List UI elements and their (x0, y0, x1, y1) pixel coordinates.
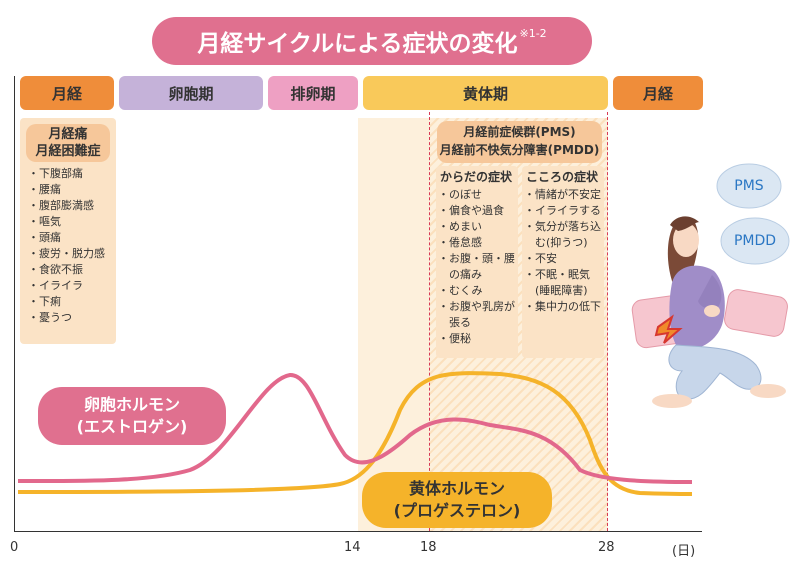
estrogen-curve (17, 372, 693, 484)
body-symptoms-column: からだの症状 のぼせ 偏食や過食 めまい 倦怠感 お腹・頭・腰の痛み むくみ お… (436, 166, 518, 358)
pmdd-cloud-shape (720, 217, 790, 265)
menstrual-title-2: 月経困難症 (35, 144, 101, 159)
list-item: のぼせ (438, 187, 518, 203)
mind-symptom-list: 情緒が不安定 イライラする 気分が落ち込む(抑うつ) 不安 不眠・眠気(睡眠障害… (522, 187, 604, 315)
title-note: ※1-2 (519, 26, 547, 40)
tick-0: 0 (10, 540, 19, 555)
body-symptom-list: のぼせ 偏食や過食 めまい 倦怠感 お腹・頭・腰の痛み むくみ お腹や乳房が張る… (436, 187, 518, 347)
list-item: 食欲不振 (28, 262, 116, 278)
list-item: めまい (438, 219, 518, 235)
list-item: イライラ (28, 278, 116, 294)
list-item: イライラする (524, 203, 604, 219)
list-item: 集中力の低下 (524, 299, 604, 315)
list-item: お腹や乳房が張る (438, 299, 518, 331)
tick-18: 18 (420, 540, 437, 555)
list-item: 偏食や過食 (438, 203, 518, 219)
menstrual-box-header: 月経痛 月経困難症 (26, 124, 110, 162)
progesterone-curve (17, 371, 693, 496)
list-item: 頭痛 (28, 230, 116, 246)
pms-cloud-shape (716, 163, 782, 209)
list-item: 嘔気 (28, 214, 116, 230)
mind-symptoms-column: こころの症状 情緒が不安定 イライラする 気分が落ち込む(抑うつ) 不安 不眠・… (522, 166, 604, 358)
estrogen-label-2: (エストロゲン) (76, 417, 188, 436)
list-item: 便秘 (438, 331, 518, 347)
phase-follicular: 卵胞期 (119, 76, 263, 110)
tick-28: 28 (598, 540, 615, 555)
list-item: 気分が落ち込む(抑うつ) (524, 219, 604, 251)
body-symptoms-title: からだの症状 (440, 170, 513, 184)
pms-cloud-label: PMS (734, 178, 764, 194)
y-axis (14, 76, 15, 531)
phase-luteal: 黄体期 (363, 76, 608, 110)
pmdd-cloud-label: PMDD (733, 233, 777, 249)
mind-symptoms-title: こころの症状 (526, 170, 599, 184)
progesterone-label: 黄体ホルモン (プロゲステロン) (362, 472, 552, 528)
phase-menses-end: 月経 (613, 76, 703, 110)
day18-dashed-line (429, 112, 430, 531)
day28-dashed-line (607, 112, 608, 531)
menstrual-symptom-list: 下腹部痛 腰痛 腹部膨満感 嘔気 頭痛 疲労・脱力感 食欲不振 イライラ 下痢 … (20, 166, 116, 326)
progesterone-label-2: (プロゲステロン) (393, 501, 521, 520)
pms-title-2: 月経前不快気分障害(PMDD) (439, 143, 600, 157)
list-item: 下痢 (28, 294, 116, 310)
title-text: 月経サイクルによる症状の変化 (197, 31, 518, 57)
menstrual-title-1: 月経痛 (48, 127, 88, 142)
list-item: 不眠・眠気(睡眠障害) (524, 267, 604, 299)
phase-menses-start: 月経 (20, 76, 114, 110)
estrogen-label: 卵胞ホルモン (エストロゲン) (38, 387, 226, 445)
list-item: 情緒が不安定 (524, 187, 604, 203)
pms-box-header: 月経前症候群(PMS) 月経前不快気分障害(PMDD) (437, 121, 602, 163)
pms-title-1: 月経前症候群(PMS) (463, 125, 576, 139)
list-item: 憂うつ (28, 310, 116, 326)
list-item: 腹部膨満感 (28, 198, 116, 214)
x-axis (14, 531, 702, 532)
list-item: 疲労・脱力感 (28, 246, 116, 262)
menstrual-symptoms-box: 月経痛 月経困難症 下腹部痛 腰痛 腹部膨満感 嘔気 頭痛 疲労・脱力感 食欲不… (20, 118, 116, 344)
list-item: 倦怠感 (438, 235, 518, 251)
list-item: 不安 (524, 251, 604, 267)
diagram-title: 月経サイクルによる症状の変化 ※1-2 (152, 17, 592, 65)
list-item: 腰痛 (28, 182, 116, 198)
list-item: 下腹部痛 (28, 166, 116, 182)
unit-days: (日) (672, 544, 696, 559)
woman-illustration (631, 216, 788, 408)
list-item: むくみ (438, 283, 518, 299)
progesterone-label-1: 黄体ホルモン (408, 479, 505, 498)
estrogen-label-1: 卵胞ホルモン (83, 395, 180, 414)
tick-14: 14 (344, 540, 361, 555)
phase-ovulation: 排卵期 (268, 76, 358, 110)
list-item: お腹・頭・腰の痛み (438, 251, 518, 283)
